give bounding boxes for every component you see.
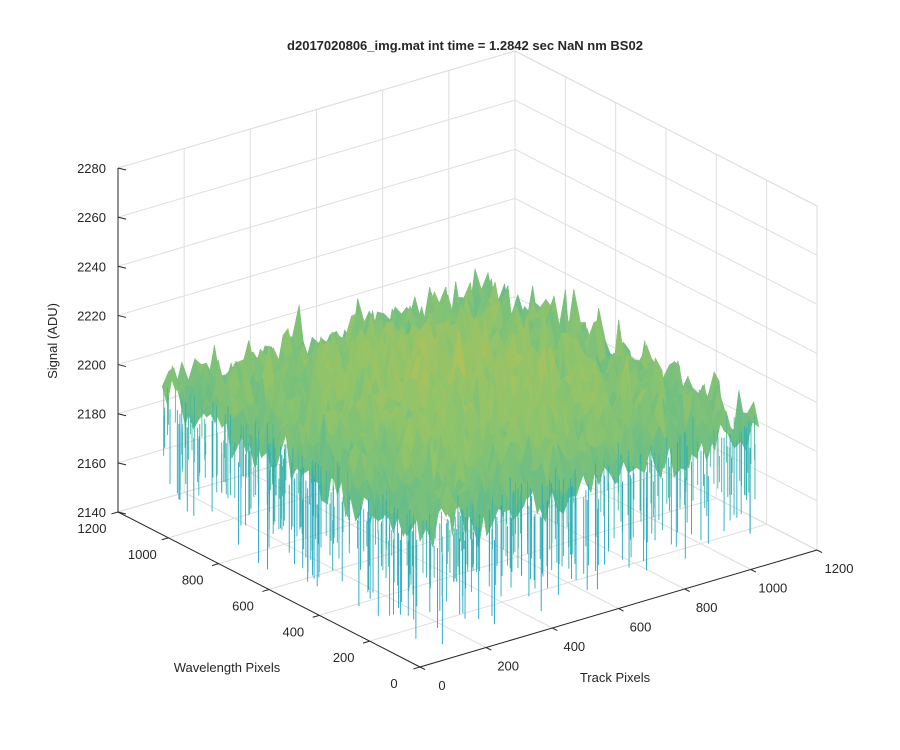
z-tick-mark <box>117 413 127 417</box>
z-tick-label: 2260 <box>77 210 106 225</box>
grid-line-z <box>117 247 516 366</box>
y-axis-label: Wavelength Pixels <box>174 660 281 675</box>
grid-line-z <box>117 50 516 169</box>
y-tick-mark <box>312 614 320 618</box>
grid-line-z <box>117 197 516 316</box>
y-tick-mark <box>211 563 219 567</box>
x-tick-mark <box>552 627 558 632</box>
grid-line-z <box>514 247 818 404</box>
x-tick-label: 800 <box>696 600 718 615</box>
y-tick-label: 1000 <box>128 547 157 562</box>
x-axis-label: Track Pixels <box>580 670 651 685</box>
y-tick-label: 1200 <box>78 521 107 536</box>
x-tick-label: 0 <box>438 678 445 693</box>
z-tick-mark <box>117 364 127 368</box>
z-tick-label: 2200 <box>77 358 106 373</box>
surface-patch <box>414 504 427 543</box>
grid-line-z <box>514 148 818 305</box>
x-tick-label: 1000 <box>758 581 787 596</box>
z-tick-label: 2220 <box>77 308 106 323</box>
y-tick-label: 400 <box>282 624 304 639</box>
z-tick-mark <box>117 265 127 269</box>
grid-line-y <box>369 523 767 642</box>
x-tick-label: 600 <box>630 620 652 635</box>
x-tick-mark <box>750 569 757 573</box>
z-tick-mark <box>117 511 127 515</box>
y-tick-label: 0 <box>390 676 397 691</box>
y-tick-mark <box>262 589 270 592</box>
x-tick-mark <box>816 549 823 554</box>
z-tick-label: 2280 <box>77 161 106 176</box>
z-tick-mark <box>117 216 127 220</box>
grid-line-z <box>514 50 818 207</box>
z-tick-label: 2240 <box>77 259 106 274</box>
y-tick-mark <box>111 511 119 515</box>
grid-line-z <box>117 99 516 218</box>
z-tick-mark <box>117 167 127 171</box>
x-tick-mark <box>485 647 492 651</box>
y-tick-mark <box>362 640 370 644</box>
surface-mesh <box>161 268 760 645</box>
y-tick-label: 800 <box>182 573 204 588</box>
z-axis-label: Signal (ADU) <box>45 303 60 379</box>
grid-line-z <box>514 99 818 256</box>
x-tick-label: 200 <box>497 659 519 674</box>
x-tick-mark <box>618 608 624 612</box>
x-tick-mark <box>684 588 690 593</box>
z-tick-label: 2180 <box>77 407 106 422</box>
z-tick-label: 2140 <box>77 505 106 520</box>
z-tick-label: 2160 <box>77 456 106 471</box>
y-tick-mark <box>413 666 421 670</box>
tick-labels: 0 200 400 600 800 1000 1200 0 200 400 600 800 1000 12… <box>77 161 853 693</box>
y-tick-label: 200 <box>333 650 355 665</box>
x-tick-label: 400 <box>563 639 585 654</box>
grid-line-z <box>117 148 516 267</box>
chart-title: d2017020806_img.mat int time = 1.2842 se… <box>287 38 643 53</box>
z-tick-mark <box>117 462 127 466</box>
x-tick-label: 1200 <box>825 561 854 576</box>
z-tick-mark <box>117 314 127 318</box>
x-tick-mark <box>419 666 426 671</box>
grid-line-z <box>514 197 818 354</box>
y-tick-label: 600 <box>232 599 254 614</box>
y-tick-mark <box>161 537 169 541</box>
